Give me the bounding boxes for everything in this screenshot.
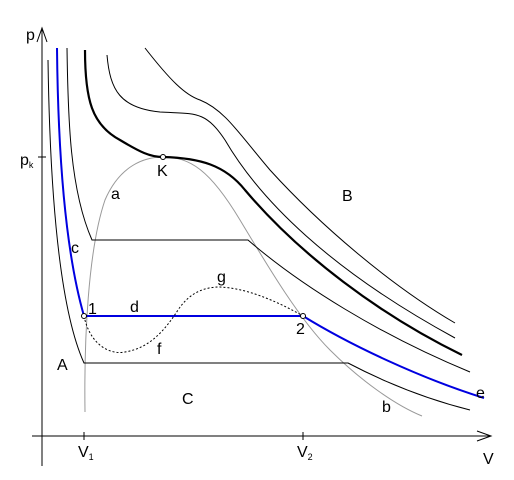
- x-arrow: [476, 430, 493, 442]
- isotherm-blue: [56, 47, 485, 399]
- critical-point: [160, 154, 166, 160]
- point-label: 2: [296, 321, 305, 338]
- binodal-curve: [84, 156, 423, 417]
- v2-base: V: [297, 444, 308, 461]
- curve-label: f: [157, 341, 162, 358]
- isotherm: [106, 54, 456, 339]
- pk-label: pk: [20, 152, 34, 170]
- state-point: [300, 313, 306, 319]
- curve-label: a: [111, 186, 120, 203]
- v2-sub: 2: [308, 452, 313, 462]
- vdw-loop: [83, 286, 304, 354]
- pk-sub: k: [29, 160, 34, 170]
- region-label: B: [342, 188, 353, 205]
- pk-base: p: [20, 152, 29, 169]
- isotherm: [144, 47, 456, 324]
- v1-sub: 1: [89, 452, 94, 462]
- v1-label: V1: [78, 444, 94, 462]
- isotherm: [66, 47, 471, 373]
- curve-label: g: [217, 269, 226, 286]
- point-label: K: [157, 163, 168, 180]
- v1-base: V: [78, 444, 89, 461]
- region-label: A: [57, 357, 68, 374]
- v2-label: V2: [297, 444, 313, 462]
- curve-label: d: [130, 299, 139, 316]
- curve-label: e: [476, 385, 485, 402]
- y-arrow: [36, 26, 48, 43]
- isotherm: [47, 59, 471, 411]
- x-axis-label: V: [483, 451, 494, 468]
- curve-label: b: [382, 399, 391, 416]
- point-label: 1: [88, 301, 97, 318]
- state-point: [81, 313, 87, 319]
- curve-label: c: [71, 240, 79, 257]
- y-axis-label: p: [26, 27, 35, 44]
- region-label: C: [182, 391, 194, 408]
- critical-isotherm: [83, 49, 463, 356]
